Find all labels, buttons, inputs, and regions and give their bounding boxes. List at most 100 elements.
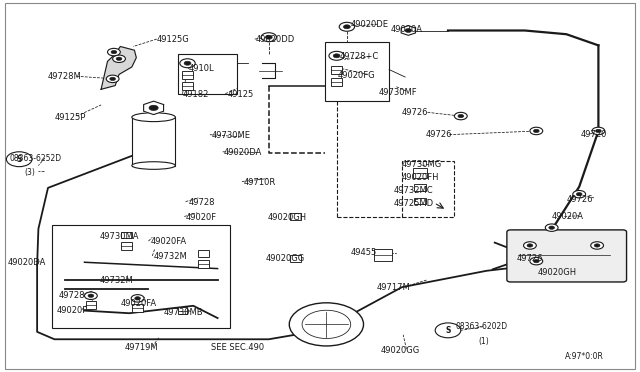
Bar xyxy=(331,78,342,86)
Text: 49020F: 49020F xyxy=(56,306,88,315)
Ellipse shape xyxy=(132,113,175,122)
Bar xyxy=(413,168,427,177)
Bar xyxy=(121,232,132,238)
Circle shape xyxy=(110,77,115,80)
Text: 4910L: 4910L xyxy=(189,64,214,73)
Text: S: S xyxy=(17,155,22,164)
Circle shape xyxy=(339,22,355,31)
Text: 49455: 49455 xyxy=(351,248,377,257)
FancyBboxPatch shape xyxy=(507,230,627,282)
Circle shape xyxy=(135,297,141,300)
Circle shape xyxy=(545,224,558,231)
Text: 49125P: 49125P xyxy=(54,113,86,122)
Text: 49730MF: 49730MF xyxy=(379,88,417,97)
Circle shape xyxy=(530,127,543,135)
Bar xyxy=(374,248,392,261)
Circle shape xyxy=(108,48,120,56)
Circle shape xyxy=(184,61,191,65)
Text: 49710R: 49710R xyxy=(243,178,275,187)
Circle shape xyxy=(149,105,158,110)
Ellipse shape xyxy=(132,162,175,169)
Circle shape xyxy=(533,260,539,263)
Text: 49020FG: 49020FG xyxy=(338,71,376,80)
Circle shape xyxy=(111,50,116,54)
Text: 49020DD: 49020DD xyxy=(256,35,295,44)
Text: (3): (3) xyxy=(24,169,35,177)
Bar xyxy=(198,250,209,257)
Text: 08363-6252D: 08363-6252D xyxy=(10,154,61,163)
Text: 49730MB: 49730MB xyxy=(163,308,203,317)
Bar xyxy=(414,184,426,191)
Text: (1): (1) xyxy=(479,337,490,346)
Text: 49728M: 49728M xyxy=(48,72,82,81)
Circle shape xyxy=(266,35,272,39)
Text: 49020DA: 49020DA xyxy=(8,258,46,267)
Text: 49020A: 49020A xyxy=(552,212,584,221)
Circle shape xyxy=(458,115,463,118)
Circle shape xyxy=(592,127,605,135)
Text: 49020FA: 49020FA xyxy=(150,237,186,246)
Text: 49719M: 49719M xyxy=(125,343,159,352)
Text: A:97*0:0R: A:97*0:0R xyxy=(564,352,604,361)
Circle shape xyxy=(84,292,97,299)
Circle shape xyxy=(454,112,467,120)
Circle shape xyxy=(533,129,539,132)
Polygon shape xyxy=(401,26,415,35)
Text: 49728: 49728 xyxy=(189,198,215,207)
Circle shape xyxy=(591,242,604,249)
Bar xyxy=(402,161,454,217)
Bar xyxy=(86,301,96,309)
Bar xyxy=(414,198,426,204)
Circle shape xyxy=(405,29,412,32)
Circle shape xyxy=(530,257,543,265)
Circle shape xyxy=(548,226,554,229)
Text: 49730MG: 49730MG xyxy=(402,160,442,169)
Text: 49020GH: 49020GH xyxy=(538,268,577,277)
Circle shape xyxy=(573,190,586,198)
Text: 49732M: 49732M xyxy=(99,276,133,285)
Bar xyxy=(198,260,209,268)
Text: 49020FH: 49020FH xyxy=(402,173,440,182)
Text: 08363-6202D: 08363-6202D xyxy=(456,322,508,331)
Text: 49732MC: 49732MC xyxy=(394,186,433,195)
Text: 49020FA: 49020FA xyxy=(120,299,156,308)
Text: 49730ME: 49730ME xyxy=(211,131,250,140)
Circle shape xyxy=(131,295,144,302)
Text: 49020GG: 49020GG xyxy=(381,346,420,355)
Text: 49125G: 49125G xyxy=(157,35,189,44)
Circle shape xyxy=(116,57,122,61)
Text: 49730MA: 49730MA xyxy=(99,232,139,241)
Circle shape xyxy=(261,33,276,42)
Circle shape xyxy=(180,59,195,68)
Bar xyxy=(177,307,187,314)
Bar xyxy=(290,255,301,262)
Text: 49728+C: 49728+C xyxy=(339,52,378,61)
Polygon shape xyxy=(101,46,136,89)
Text: 49020DE: 49020DE xyxy=(351,20,388,29)
Text: SEE SEC.490: SEE SEC.490 xyxy=(211,343,264,352)
Circle shape xyxy=(333,54,340,58)
Bar xyxy=(290,213,301,220)
Text: 49182: 49182 xyxy=(182,90,209,99)
Bar xyxy=(331,65,342,74)
Text: 49728: 49728 xyxy=(59,291,85,300)
Polygon shape xyxy=(143,101,164,115)
Circle shape xyxy=(577,193,582,196)
Circle shape xyxy=(113,55,125,62)
Text: 49726: 49726 xyxy=(426,130,452,139)
Bar xyxy=(52,225,230,328)
Bar xyxy=(182,81,193,90)
Circle shape xyxy=(289,303,364,346)
Circle shape xyxy=(527,244,533,247)
Text: 49726: 49726 xyxy=(517,254,543,263)
Circle shape xyxy=(88,294,93,298)
Bar xyxy=(178,54,237,94)
Bar xyxy=(182,71,193,79)
Bar xyxy=(132,304,143,312)
Text: S: S xyxy=(445,326,451,335)
Text: 49020F: 49020F xyxy=(186,213,217,222)
Bar xyxy=(325,42,389,101)
Circle shape xyxy=(106,75,119,83)
Text: 49717M: 49717M xyxy=(376,283,410,292)
Circle shape xyxy=(344,25,350,29)
